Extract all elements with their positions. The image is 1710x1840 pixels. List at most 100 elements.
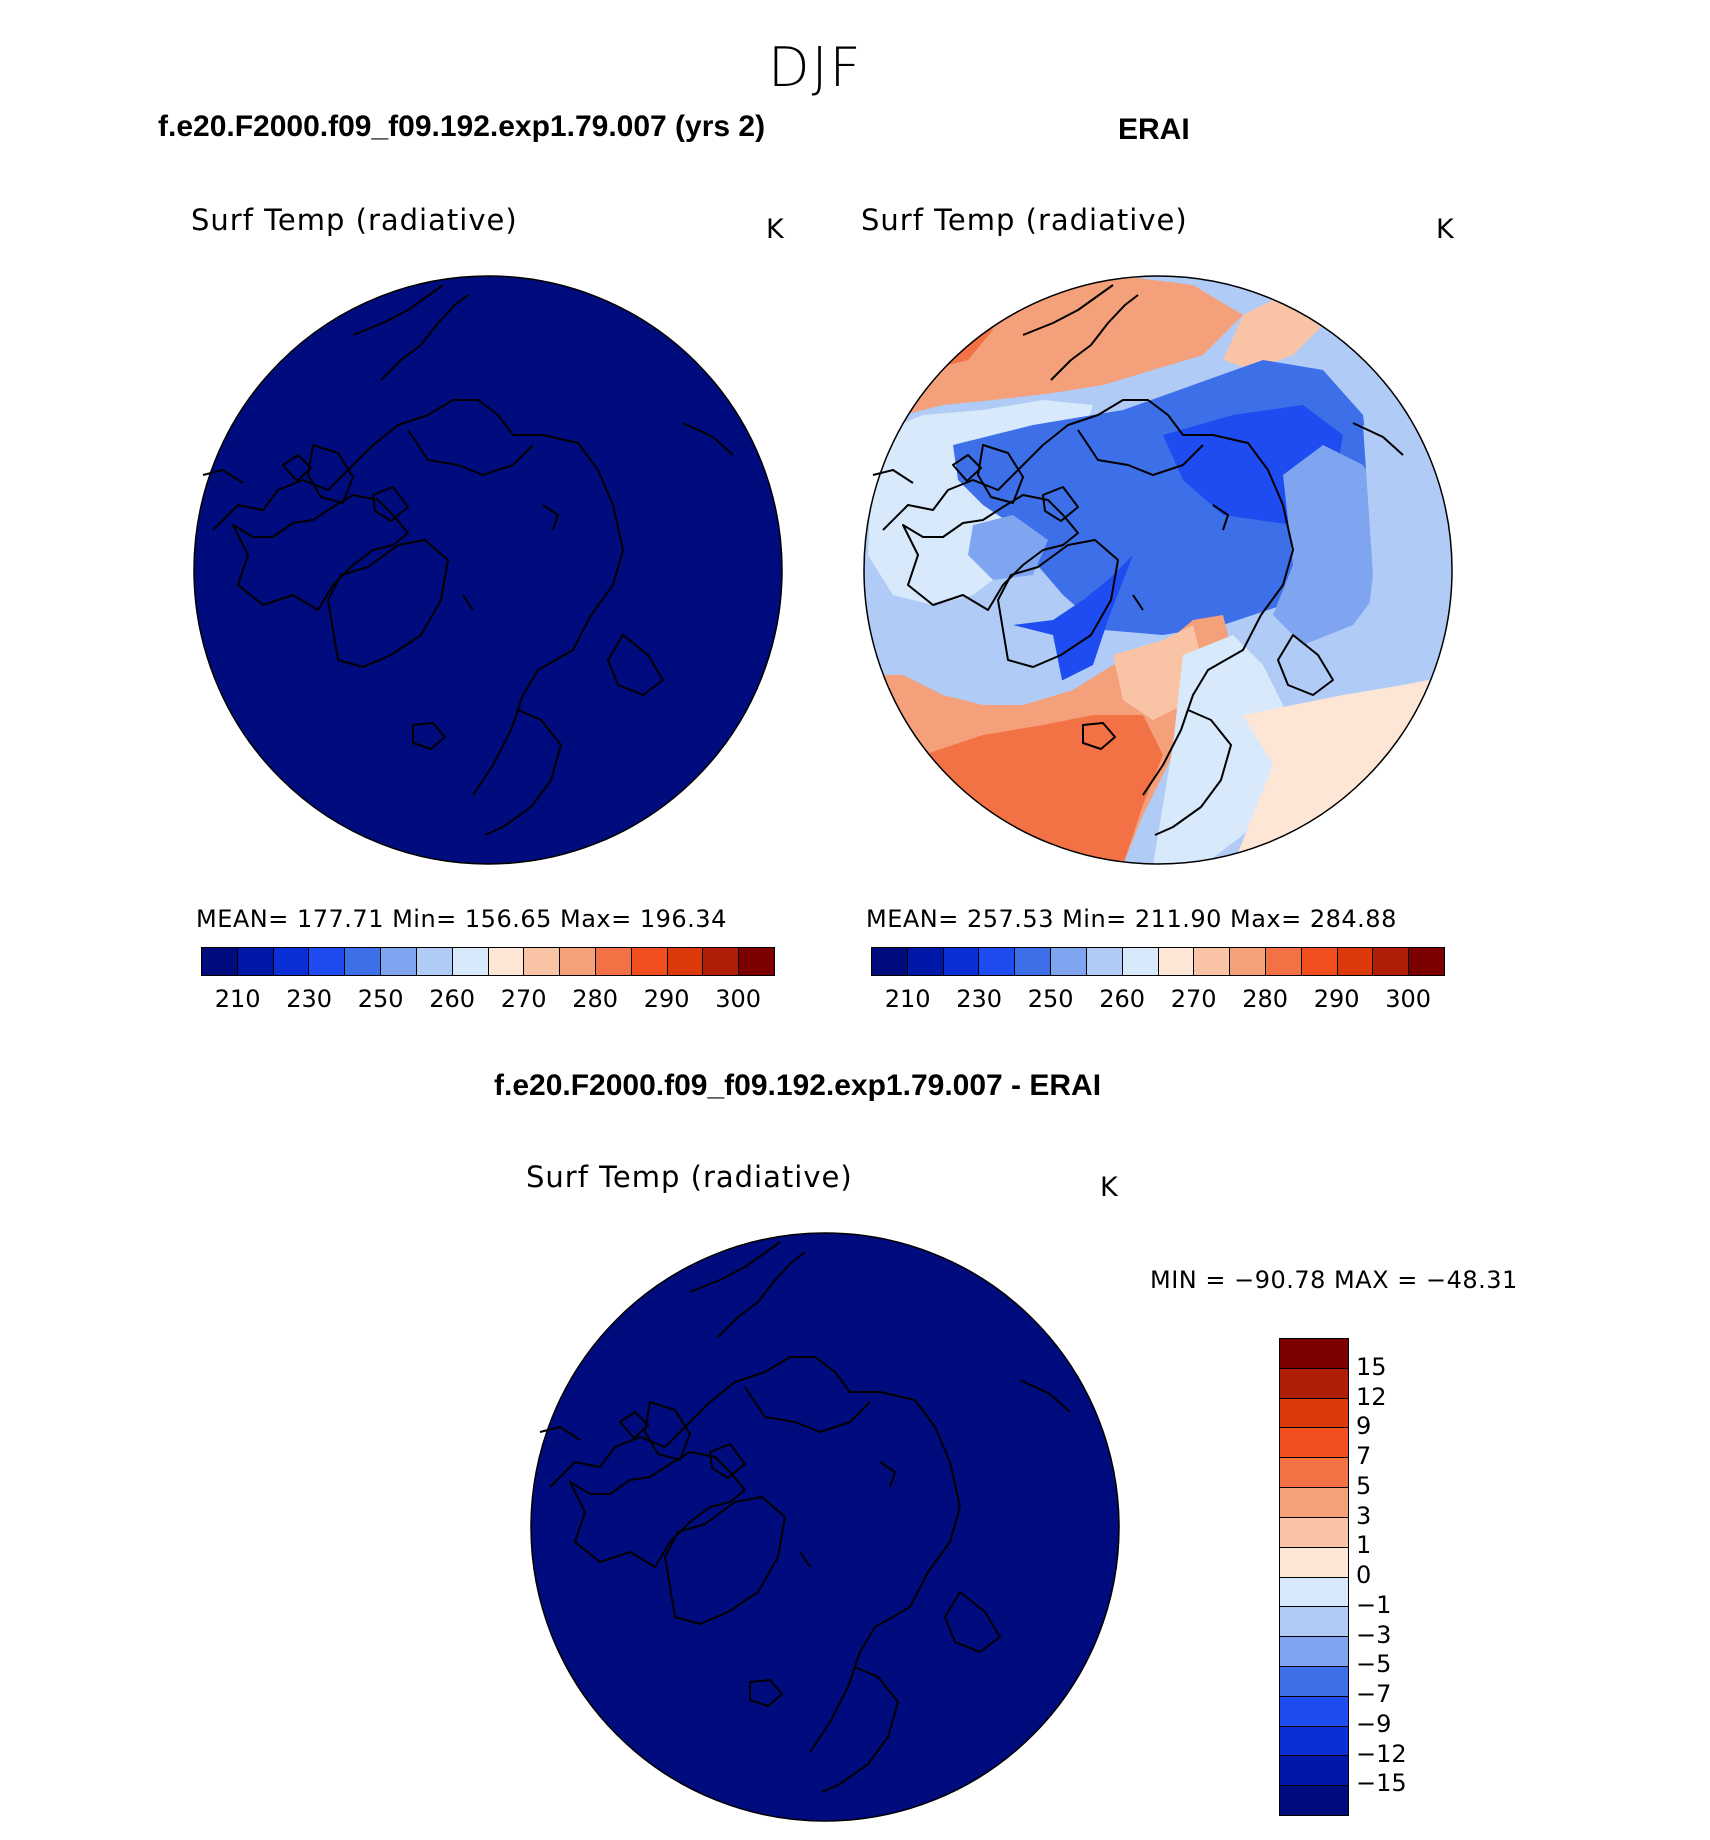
- colorbar-tick-label: 290: [1313, 985, 1360, 1013]
- model-polar-map: [193, 275, 783, 865]
- obs-variable-title: Surf Temp (radiative): [861, 203, 1188, 237]
- colorbar-swatch: [703, 948, 740, 975]
- colorbar-tick-label: 260: [429, 985, 476, 1013]
- diff-polar-map: [530, 1232, 1120, 1822]
- colorbar-swatch: [1280, 1786, 1348, 1815]
- season-title: DJF: [768, 36, 863, 99]
- colorbar-tick-label: 280: [1242, 985, 1289, 1013]
- colorbar-tick-label: 270: [500, 985, 547, 1013]
- colorbar-swatch: [345, 948, 382, 975]
- colorbar-tick-label: −15: [1356, 1769, 1407, 1798]
- colorbar-swatch: [739, 948, 774, 975]
- colorbar-tick-label: 250: [1027, 985, 1074, 1013]
- colorbar-tick-label: 15: [1356, 1352, 1387, 1381]
- colorbar-swatch: [1280, 1339, 1348, 1369]
- colorbar-swatch: [1265, 948, 1302, 975]
- colorbar-tick-label: 7: [1356, 1442, 1372, 1470]
- colorbar-tick-label: 0: [1356, 1561, 1372, 1589]
- obs-units: K: [1436, 214, 1454, 245]
- colorbar-tick-label: 290: [643, 985, 690, 1013]
- colorbar-tick-label: 280: [572, 985, 619, 1013]
- colorbar-tick-label: 5: [1356, 1471, 1372, 1500]
- model-colorbar-ticks: 210 230 250 260 270 280 290 300: [201, 985, 773, 1015]
- colorbar-tick-label: 250: [357, 985, 404, 1013]
- colorbar-swatch: [560, 948, 596, 975]
- colorbar-swatch: [273, 948, 310, 975]
- colorbar-swatch: [309, 948, 346, 975]
- colorbar-swatch: [1015, 948, 1052, 975]
- colorbar-swatch: [1409, 948, 1444, 975]
- colorbar-tick-label: −12: [1356, 1739, 1407, 1768]
- colorbar-swatch: [1086, 948, 1123, 975]
- colorbar-swatch: [524, 948, 561, 975]
- obs-polar-map: [863, 275, 1453, 865]
- colorbar-tick-label: 1: [1356, 1531, 1372, 1560]
- colorbar-tick-label: 210: [884, 985, 931, 1013]
- colorbar-tick-label: −9: [1356, 1709, 1392, 1738]
- colorbar-swatch: [488, 948, 525, 975]
- obs-stats: MEAN= 257.53 Min= 211.90 Max= 284.88: [866, 905, 1397, 933]
- colorbar-tick-label: 230: [956, 985, 1003, 1013]
- diff-case-title: f.e20.F2000.f09_f09.192.exp1.79.007 - ER…: [494, 1069, 1102, 1102]
- colorbar-swatch: [1280, 1726, 1348, 1757]
- colorbar-tick-label: 300: [1385, 985, 1432, 1013]
- colorbar-swatch: [1280, 1517, 1348, 1548]
- colorbar-tick-label: 230: [286, 985, 333, 1013]
- colorbar-swatch: [872, 948, 908, 975]
- colorbar-swatch: [1337, 948, 1374, 975]
- model-stats: MEAN= 177.71 Min= 156.65 Max= 196.34: [196, 905, 727, 933]
- colorbar-swatch: [1280, 1368, 1348, 1399]
- colorbar-swatch: [1122, 948, 1159, 975]
- colorbar-tick-label: 300: [715, 985, 762, 1013]
- colorbar-swatch: [1280, 1637, 1348, 1667]
- colorbar-swatch: [1280, 1398, 1348, 1429]
- diff-stats: MIN = −90.78 MAX = −48.31: [1150, 1266, 1518, 1294]
- diff-colorbar-ticks: 15 12 9 7 5 3 1 0 −1 −3 −5 −7 −9 −12 −15: [1356, 1338, 1436, 1814]
- obs-colorbar-ticks: 210 230 250 260 270 280 290 300: [871, 985, 1443, 1015]
- colorbar-tick-label: −1: [1356, 1590, 1392, 1619]
- colorbar-tick-label: −3: [1356, 1620, 1392, 1649]
- colorbar-swatch: [1373, 948, 1410, 975]
- colorbar-swatch: [1280, 1607, 1348, 1638]
- colorbar-tick-label: 210: [214, 985, 261, 1013]
- colorbar-swatch: [631, 948, 668, 975]
- colorbar-swatch: [1051, 948, 1087, 975]
- colorbar-swatch: [1280, 1696, 1348, 1727]
- obs-case-title: ERAI: [1118, 113, 1190, 146]
- colorbar-tick-label: 9: [1356, 1412, 1372, 1441]
- colorbar-tick-label: 260: [1099, 985, 1146, 1013]
- model-units: K: [766, 214, 784, 245]
- colorbar-swatch: [202, 948, 238, 975]
- colorbar-swatch: [416, 948, 453, 975]
- colorbar-swatch: [979, 948, 1016, 975]
- colorbar-swatch: [237, 948, 274, 975]
- colorbar-tick-label: 3: [1356, 1501, 1372, 1530]
- colorbar-swatch: [1230, 948, 1266, 975]
- colorbar-swatch: [1280, 1756, 1348, 1787]
- colorbar-swatch: [667, 948, 704, 975]
- colorbar-swatch: [1280, 1577, 1348, 1608]
- model-colorbar: [201, 947, 775, 976]
- model-variable-title: Surf Temp (radiative): [191, 203, 518, 237]
- colorbar-swatch: [381, 948, 417, 975]
- colorbar-swatch: [943, 948, 980, 975]
- colorbar-swatch: [907, 948, 944, 975]
- colorbar-swatch: [1158, 948, 1195, 975]
- colorbar-tick-label: −5: [1356, 1650, 1392, 1679]
- colorbar-tick-label: 12: [1356, 1382, 1387, 1411]
- model-case-title: f.e20.F2000.f09_f09.192.exp1.79.007 (yrs…: [158, 110, 766, 143]
- diff-variable-title: Surf Temp (radiative): [526, 1160, 853, 1194]
- colorbar-swatch: [595, 948, 632, 975]
- obs-colorbar: [871, 947, 1445, 976]
- colorbar-swatch: [1301, 948, 1338, 975]
- colorbar-swatch: [1194, 948, 1231, 975]
- colorbar-swatch: [1280, 1428, 1348, 1459]
- colorbar-tick-label: −7: [1356, 1680, 1392, 1708]
- colorbar-tick-label: 270: [1170, 985, 1217, 1013]
- colorbar-swatch: [452, 948, 489, 975]
- diff-units: K: [1100, 1172, 1118, 1203]
- colorbar-swatch: [1280, 1488, 1348, 1518]
- colorbar-swatch: [1280, 1547, 1348, 1578]
- colorbar-swatch: [1280, 1666, 1348, 1697]
- colorbar-swatch: [1280, 1458, 1348, 1489]
